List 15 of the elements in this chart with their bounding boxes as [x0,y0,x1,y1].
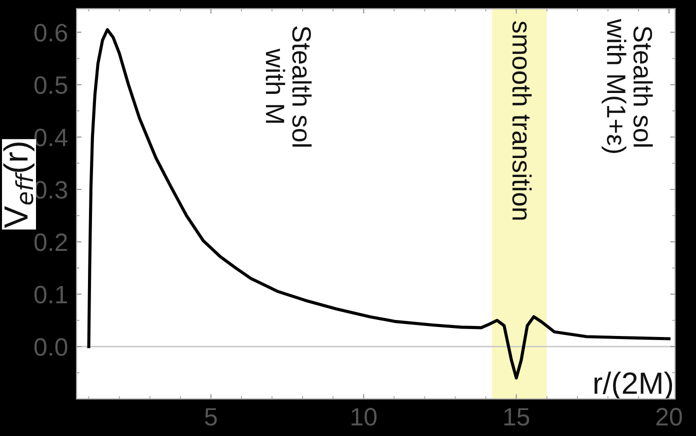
y-tick-label: 0.2 [34,233,67,252]
annotation: Stealth sol with M [266,26,312,147]
x-axis-title: r/(2M) [594,372,672,400]
y-tick-label: 0.1 [34,286,68,304]
x-tick-label: 10 [352,408,377,426]
x-tick-label: 15 [504,408,530,426]
y-tick-label: 0.0 [34,338,68,356]
y-tick-label: 0.5 [34,76,68,94]
annotation: Stealth sol with M(1+ε) [602,18,653,153]
y-axis-title: V$_{eff}$(r) [3,142,34,228]
band-label: smooth transition [512,21,532,220]
x-tick-label: 20 [656,408,682,426]
x-tick-label: 5 [204,408,217,426]
y-tick-label: 0.6 [34,24,68,42]
y-tick-label: 0.4 [34,128,68,146]
